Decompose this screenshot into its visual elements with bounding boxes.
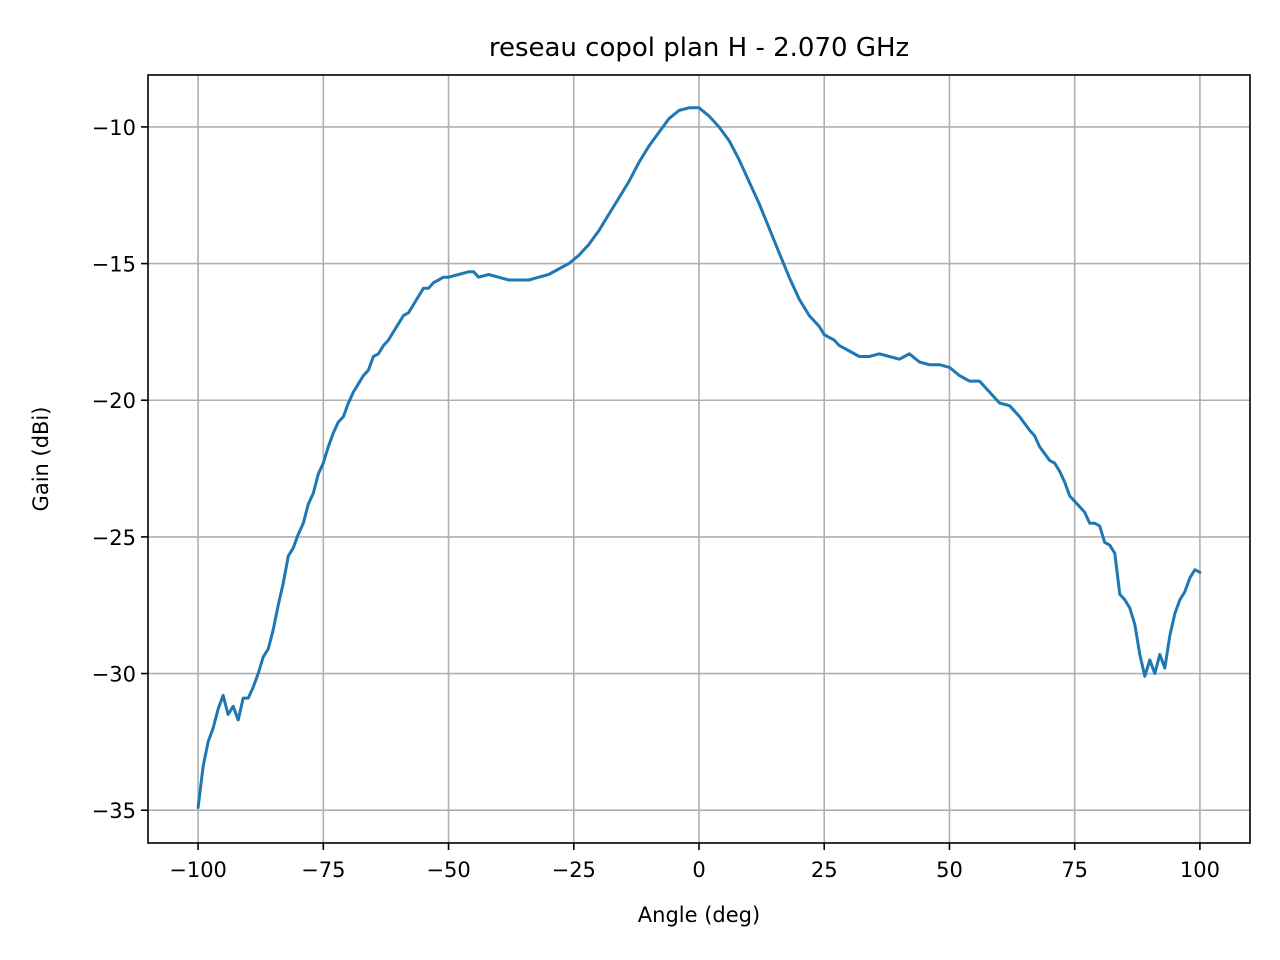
x-tick-label: 0 bbox=[692, 858, 705, 882]
x-axis-label: Angle (deg) bbox=[638, 903, 760, 927]
chart-title: reseau copol plan H - 2.070 GHz bbox=[489, 33, 909, 63]
y-tick-label: −25 bbox=[92, 526, 136, 550]
series-layer bbox=[196, 106, 1202, 809]
x-tick-label: −50 bbox=[426, 858, 470, 882]
x-tick-label: 100 bbox=[1180, 858, 1220, 882]
gain-series-line bbox=[196, 106, 1202, 809]
ticks: −100 −75 −50 −25 0 25 50 75 100 −35 −30 −25 −20 −15 −1… bbox=[92, 116, 1220, 882]
x-tick-label: 75 bbox=[1061, 858, 1088, 882]
x-tick-label: 25 bbox=[811, 858, 838, 882]
y-tick-label: −20 bbox=[92, 389, 136, 413]
y-tick-label: −30 bbox=[92, 663, 136, 687]
y-axis-label: Gain (dBi) bbox=[29, 407, 53, 512]
y-tick-label: −10 bbox=[92, 116, 136, 140]
x-tick-label: −100 bbox=[169, 858, 227, 882]
grid bbox=[148, 75, 1250, 843]
x-tick-label: −75 bbox=[301, 858, 345, 882]
y-tick-label: −35 bbox=[92, 799, 136, 823]
x-tick-label: −25 bbox=[552, 858, 596, 882]
x-tick-label: 50 bbox=[936, 858, 963, 882]
y-tick-label: −15 bbox=[92, 253, 136, 277]
